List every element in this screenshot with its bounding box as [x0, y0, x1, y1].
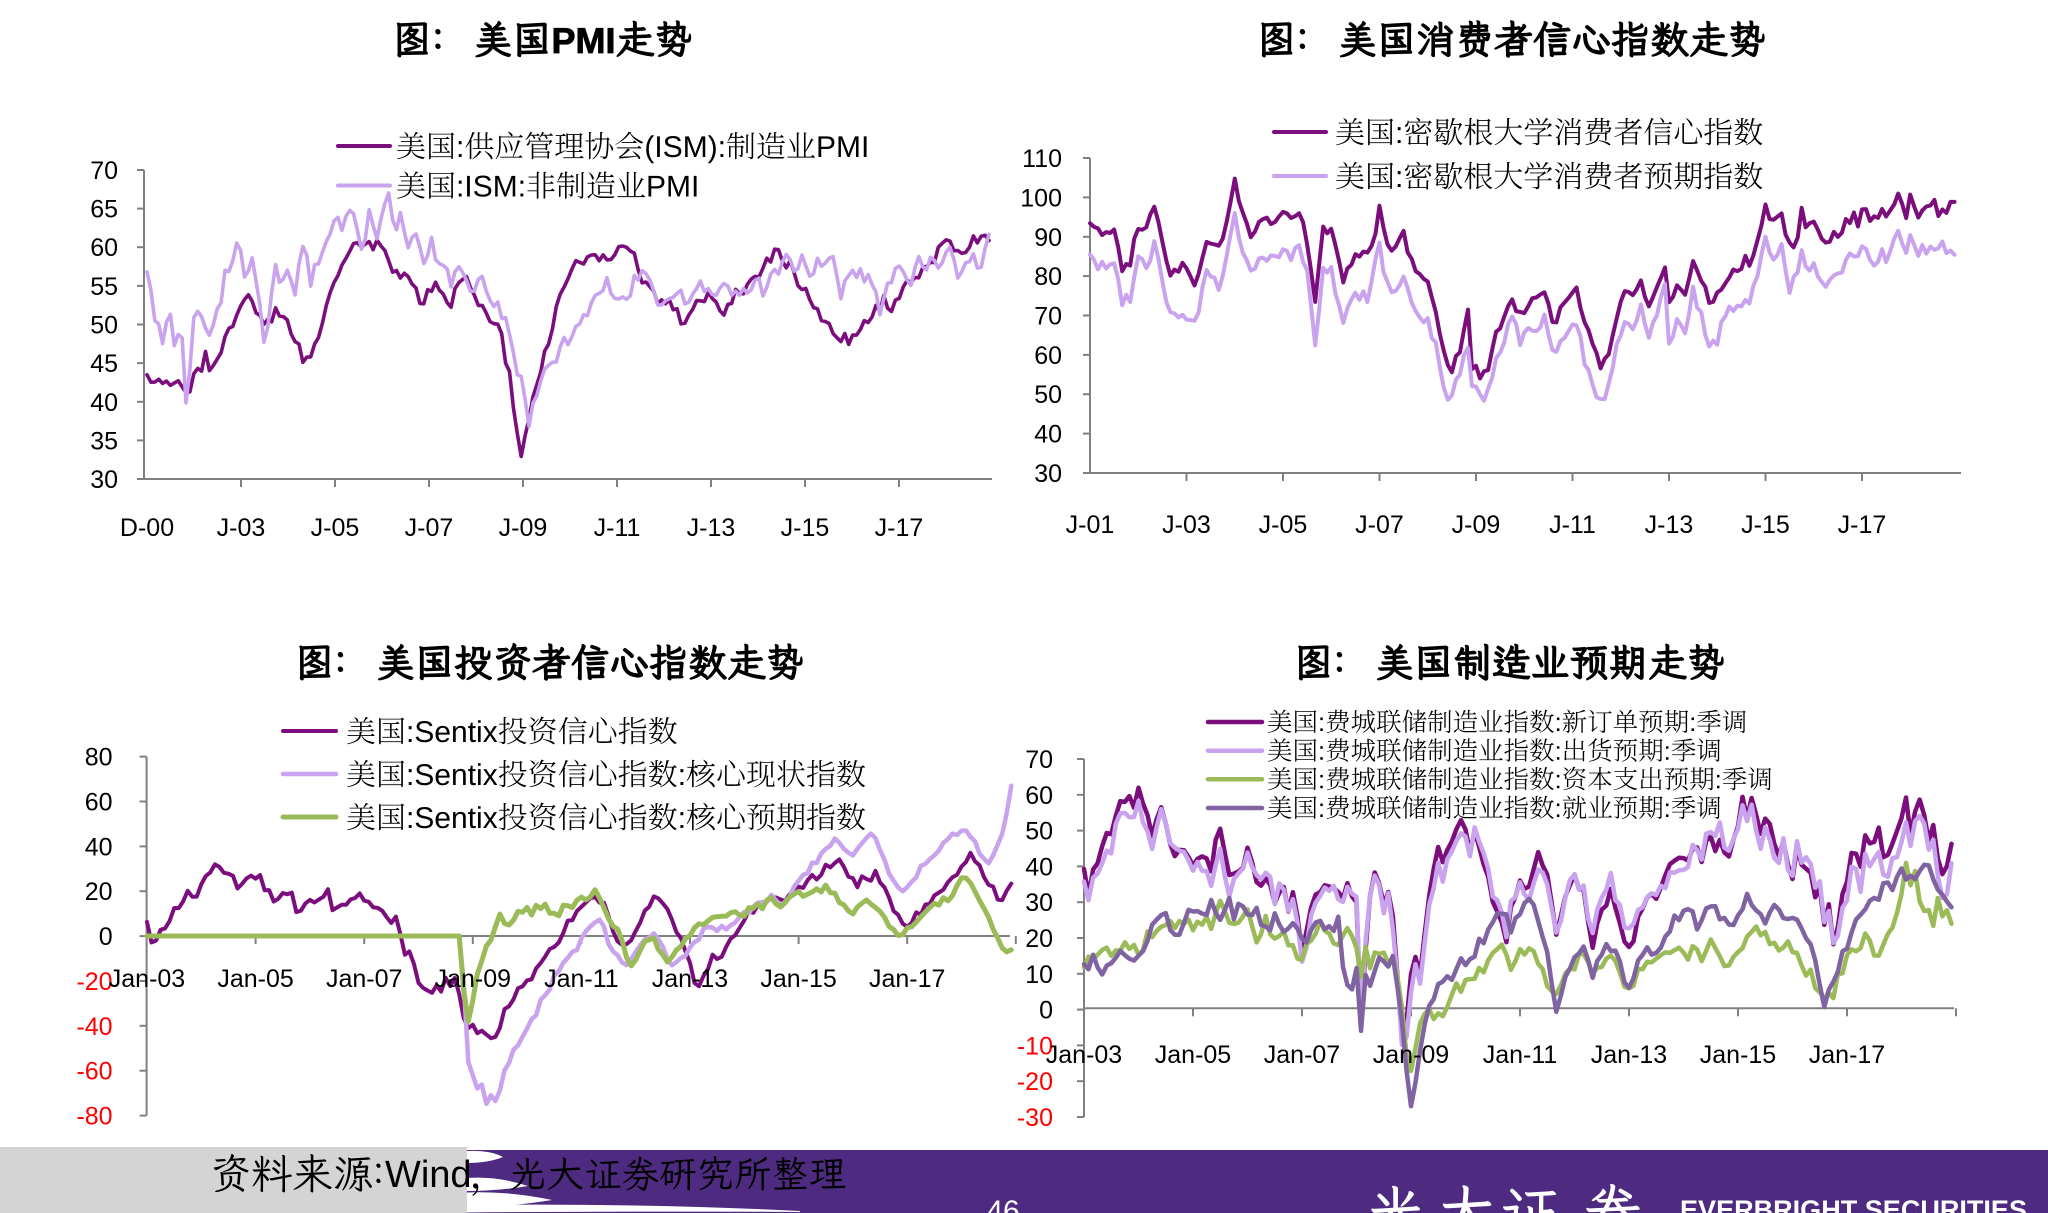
svg-text:30: 30 [1025, 889, 1053, 917]
svg-text:40: 40 [90, 389, 118, 417]
svg-text:Jan-09: Jan-09 [435, 965, 511, 993]
svg-text:60: 60 [85, 789, 113, 817]
svg-text:-40: -40 [76, 1013, 112, 1041]
svg-text:Jan-05: Jan-05 [1155, 1041, 1231, 1069]
svg-text:J-09: J-09 [499, 514, 548, 542]
svg-text:Jan-17: Jan-17 [1809, 1041, 1885, 1069]
svg-text:50: 50 [1034, 381, 1062, 409]
svg-text:10: 10 [1025, 961, 1053, 989]
svg-text:J-05: J-05 [311, 514, 360, 542]
svg-text:0: 0 [1039, 997, 1053, 1025]
svg-text:70: 70 [90, 157, 118, 185]
svg-text:90: 90 [1034, 224, 1062, 252]
svg-text:60: 60 [1025, 782, 1053, 810]
svg-text:J-03: J-03 [217, 514, 266, 542]
svg-text:Jan-11: Jan-11 [544, 965, 619, 993]
svg-text:J-07: J-07 [1355, 511, 1404, 539]
svg-text:J-11: J-11 [594, 514, 641, 542]
svg-text:80: 80 [1034, 263, 1062, 291]
svg-text:55: 55 [90, 273, 118, 301]
svg-text:J-13: J-13 [687, 514, 736, 542]
svg-text:J-13: J-13 [1645, 511, 1694, 539]
svg-text:Jan-17: Jan-17 [869, 965, 945, 993]
svg-text:J-17: J-17 [875, 514, 924, 542]
svg-text:45: 45 [90, 350, 118, 378]
svg-text:20: 20 [85, 878, 113, 906]
svg-text:60: 60 [90, 234, 118, 262]
svg-text:40: 40 [1034, 421, 1062, 449]
svg-text:Jan-05: Jan-05 [217, 965, 293, 993]
svg-text:J-11: J-11 [1549, 511, 1596, 539]
svg-text:110: 110 [1022, 145, 1062, 173]
svg-text:-60: -60 [76, 1058, 112, 1086]
svg-text:70: 70 [1034, 303, 1062, 331]
svg-text:70: 70 [1025, 746, 1053, 774]
svg-text:J-07: J-07 [405, 514, 454, 542]
svg-text:46: 46 [986, 1195, 1019, 1213]
svg-text:J-09: J-09 [1452, 511, 1501, 539]
svg-text:J-01: J-01 [1066, 511, 1115, 539]
svg-text:D-00: D-00 [120, 514, 174, 542]
svg-text:35: 35 [90, 427, 118, 455]
svg-text:65: 65 [90, 196, 118, 224]
svg-text:Jan-09: Jan-09 [1373, 1041, 1449, 1069]
svg-text:EVERBRIGHT SECURITIES: EVERBRIGHT SECURITIES [1680, 1195, 2027, 1213]
svg-text:J-15: J-15 [1741, 511, 1790, 539]
svg-text:20: 20 [1025, 925, 1053, 953]
svg-text:Jan-03: Jan-03 [109, 965, 185, 993]
svg-text:J-05: J-05 [1259, 511, 1308, 539]
svg-text:J-03: J-03 [1162, 511, 1211, 539]
svg-text:-10: -10 [1017, 1032, 1053, 1060]
svg-text:40: 40 [85, 833, 113, 861]
svg-text:30: 30 [1034, 460, 1062, 488]
svg-text:Jan-13: Jan-13 [1591, 1041, 1667, 1069]
svg-text:50: 50 [90, 312, 118, 340]
svg-text:80: 80 [85, 744, 113, 772]
svg-text:Jan-13: Jan-13 [652, 965, 728, 993]
svg-text:Jan-07: Jan-07 [1264, 1041, 1340, 1069]
svg-text:100: 100 [1020, 184, 1062, 212]
svg-text:-80: -80 [76, 1103, 112, 1131]
svg-text:Jan-15: Jan-15 [760, 965, 836, 993]
svg-text:40: 40 [1025, 853, 1053, 881]
svg-text:J-17: J-17 [1838, 511, 1887, 539]
svg-text:Jan-03: Jan-03 [1046, 1041, 1122, 1069]
svg-text:60: 60 [1034, 342, 1062, 370]
svg-text:-30: -30 [1017, 1104, 1053, 1132]
svg-text:Jan-11: Jan-11 [1483, 1041, 1558, 1069]
svg-text:-20: -20 [1017, 1068, 1053, 1096]
svg-text:J-15: J-15 [781, 514, 830, 542]
svg-text:30: 30 [90, 466, 118, 494]
svg-text:Jan-15: Jan-15 [1700, 1041, 1776, 1069]
svg-text:Jan-07: Jan-07 [326, 965, 402, 993]
svg-text:0: 0 [99, 923, 113, 951]
svg-text:50: 50 [1025, 818, 1053, 846]
svg-text:-20: -20 [76, 968, 112, 996]
